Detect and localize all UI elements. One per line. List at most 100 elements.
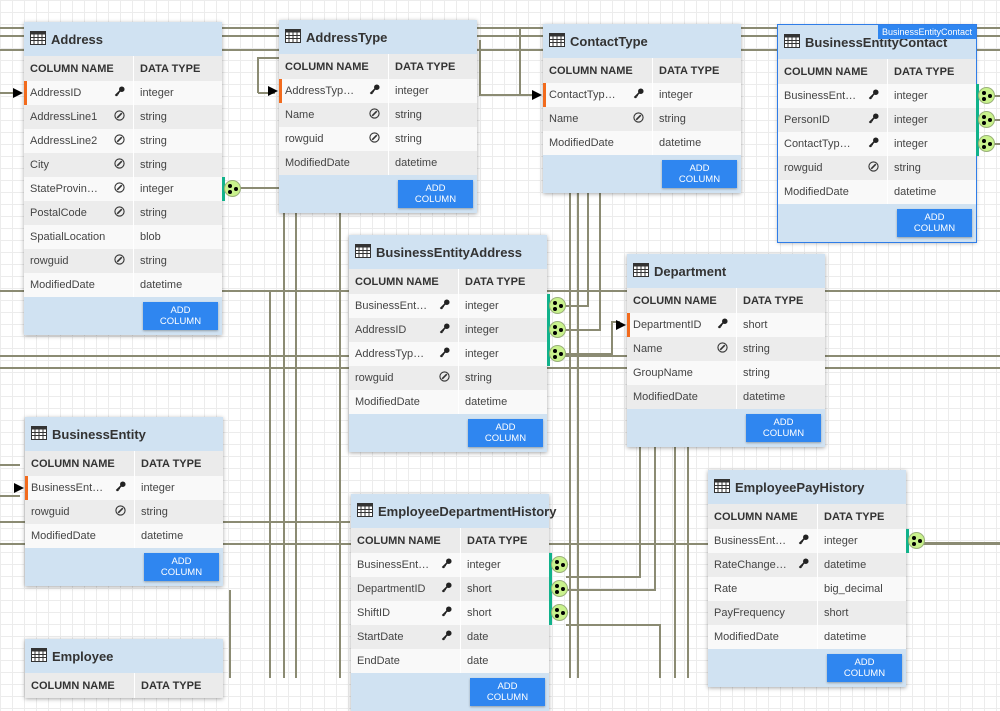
column-row[interactable]: BusinessEnt… integer — [14, 476, 223, 500]
column-row[interactable]: BusinessEnt… integer — [349, 294, 566, 318]
column-row[interactable]: rowguid string — [25, 500, 223, 524]
column-type: string — [141, 506, 168, 518]
add-column-button[interactable]: ADD COLUMN — [470, 678, 545, 706]
column-row[interactable]: ModifiedDate datetime — [349, 390, 547, 414]
connector-icon[interactable] — [978, 87, 995, 104]
entity-table[interactable]: Employee COLUMN NAME DATA TYPE — [25, 639, 223, 698]
column-row[interactable]: rowguid string — [24, 249, 222, 273]
column-row[interactable]: rowguid string — [778, 156, 976, 180]
entity-table[interactable]: AddressType COLUMN NAME DATA TYPE AddressTy… — [268, 20, 477, 213]
add-column-button[interactable]: ADD COLUMN — [398, 180, 473, 208]
add-column-button[interactable]: ADD COLUMN — [468, 419, 543, 447]
entity-table[interactable]: Department COLUMN NAME DATA TYPE Department… — [616, 254, 825, 447]
table-name: Employee — [52, 648, 114, 664]
column-row[interactable]: PostalCode string — [24, 201, 222, 225]
add-column-button[interactable]: ADD COLUMN — [827, 654, 902, 682]
column-row[interactable]: ModifiedDate datetime — [708, 625, 906, 649]
column-name: rowguid — [30, 255, 69, 267]
column-row[interactable]: AddressLine2 string — [24, 129, 222, 153]
column-row[interactable]: EndDate date — [351, 649, 549, 673]
column-row[interactable]: Rate big_decimal — [708, 577, 906, 601]
column-row[interactable]: ModifiedDate datetime — [627, 385, 825, 409]
column-name: rowguid — [784, 162, 823, 174]
column-type: short — [743, 319, 768, 331]
column-row[interactable]: ShiftID short — [351, 601, 568, 625]
column-row[interactable]: AddressTyp… integer — [268, 79, 477, 103]
column-row[interactable]: rowguid string — [349, 366, 547, 390]
add-column-button[interactable]: ADD COLUMN — [144, 553, 219, 581]
connector-icon[interactable] — [978, 111, 995, 128]
arrow-icon — [14, 483, 24, 493]
column-row[interactable]: DepartmentID short — [351, 577, 568, 601]
column-row[interactable]: Name string — [279, 103, 477, 127]
entity-table[interactable]: EmployeePayHistory COLUMN NAME DATA TYPE Bu… — [708, 470, 925, 687]
column-type: string — [395, 133, 422, 145]
entity-table[interactable]: EmployeeDepartmentHistory COLUMN NAME DATA… — [351, 494, 568, 711]
add-column-button[interactable]: ADD COLUMN — [662, 160, 737, 188]
entity-table[interactable]: BusinessEntityContact BusinessEntityConta… — [777, 24, 995, 243]
column-row[interactable]: AddressLine1 string — [24, 105, 222, 129]
arrow-icon — [532, 90, 542, 100]
column-row[interactable]: StartDate date — [351, 625, 549, 649]
entity-table[interactable]: Address COLUMN NAME DATA TYPE AddressID inte… — [13, 22, 241, 335]
column-row[interactable]: GroupName string — [627, 361, 825, 385]
table-title[interactable]: BusinessEntity — [25, 417, 223, 451]
column-row[interactable]: BusinessEnt… integer — [778, 84, 995, 108]
column-row[interactable]: BusinessEnt… integer — [708, 529, 925, 553]
column-row[interactable]: ModifiedDate datetime — [24, 273, 222, 297]
connector-icon[interactable] — [551, 556, 568, 573]
connector-icon[interactable] — [908, 532, 925, 549]
table-title[interactable]: ContactType — [543, 24, 741, 58]
column-type: big_decimal — [824, 583, 883, 595]
entity-table[interactable]: ContactType COLUMN NAME DATA TYPE ContactTy… — [532, 24, 741, 193]
column-row[interactable]: AddressID integer — [349, 318, 566, 342]
entity-table[interactable]: BusinessEntity COLUMN NAME DATA TYPE Busine… — [14, 417, 223, 586]
table-title[interactable]: BusinessEntityAddress — [349, 235, 547, 269]
column-row[interactable]: AddressID integer — [13, 81, 222, 105]
column-row[interactable]: PayFrequency short — [708, 601, 906, 625]
column-row[interactable]: ContactTyp… integer — [532, 83, 741, 107]
column-row[interactable]: ModifiedDate datetime — [279, 151, 477, 175]
add-column-button[interactable]: ADD COLUMN — [746, 414, 821, 442]
column-row[interactable]: Name string — [543, 107, 741, 131]
table-title[interactable]: Department — [627, 254, 825, 288]
column-row[interactable]: DepartmentID short — [616, 313, 825, 337]
table-title[interactable]: EmployeeDepartmentHistory — [351, 494, 556, 528]
table-title[interactable]: Employee — [25, 639, 223, 673]
column-name: BusinessEnt… — [31, 482, 104, 494]
column-name-header: COLUMN NAME — [543, 58, 653, 83]
connector-icon[interactable] — [551, 604, 568, 621]
add-column-button[interactable]: ADD COLUMN — [143, 302, 218, 330]
column-row[interactable]: RateChange… datetime — [708, 553, 906, 577]
column-row[interactable]: ContactTyp… integer — [778, 132, 995, 156]
column-row[interactable]: StateProvin… integer — [24, 177, 241, 201]
column-row[interactable]: ModifiedDate datetime — [543, 131, 741, 155]
column-type: datetime — [824, 559, 867, 571]
connector-icon[interactable] — [551, 580, 568, 597]
column-row[interactable]: AddressTyp… integer — [349, 342, 566, 366]
column-row[interactable]: Name string — [627, 337, 825, 361]
column-row[interactable]: ModifiedDate datetime — [778, 180, 976, 204]
column-row[interactable]: City string — [24, 153, 222, 177]
column-name: RateChange… — [714, 559, 787, 571]
table-title[interactable]: Address — [24, 22, 222, 56]
connector-icon[interactable] — [224, 180, 241, 197]
column-type: string — [140, 135, 167, 147]
connector-icon[interactable] — [549, 297, 566, 314]
column-row[interactable]: SpatialLocation blob — [24, 225, 222, 249]
connector-icon[interactable] — [978, 135, 995, 152]
connector-icon[interactable] — [549, 321, 566, 338]
compass-icon — [114, 110, 125, 124]
table-title[interactable]: AddressType — [279, 20, 477, 54]
add-column-button[interactable]: ADD COLUMN — [897, 209, 972, 237]
table-title[interactable]: EmployeePayHistory — [708, 470, 906, 504]
column-row[interactable]: rowguid string — [279, 127, 477, 151]
column-row[interactable]: PersonID integer — [778, 108, 995, 132]
entity-table[interactable]: BusinessEntityAddress COLUMN NAME DATA TYP… — [349, 235, 566, 452]
table-name: Department — [654, 263, 727, 279]
connector-icon[interactable] — [549, 345, 566, 362]
column-row[interactable]: BusinessEnt… integer — [351, 553, 568, 577]
column-name-header: COLUMN NAME — [708, 504, 818, 529]
column-row[interactable]: ModifiedDate datetime — [25, 524, 223, 548]
compass-icon — [717, 342, 728, 356]
